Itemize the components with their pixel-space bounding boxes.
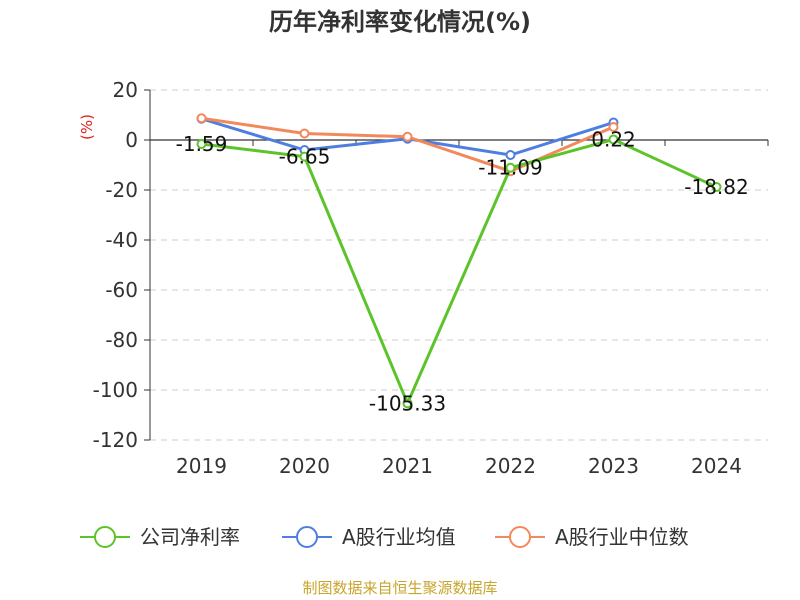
legend-marker xyxy=(296,526,318,548)
data-label: -6.65 xyxy=(279,145,331,169)
data-label: -1.59 xyxy=(176,132,228,156)
x-tick-label: 2023 xyxy=(588,454,639,478)
legend-label: A股行业中位数 xyxy=(555,525,689,549)
data-point xyxy=(711,182,722,193)
series-line xyxy=(201,116,615,173)
data-label: -18.82 xyxy=(684,175,748,199)
legend-label: 公司净利率 xyxy=(140,525,240,549)
x-tick-label: 2021 xyxy=(382,454,433,478)
x-axis-ticks: 2019 2020 2021 2022 2023 2024 xyxy=(176,454,742,478)
y-tick-label: -40 xyxy=(105,228,138,252)
x-tick-label: 2022 xyxy=(485,454,536,478)
y-axis-label: (%) xyxy=(78,114,96,140)
grid-lines xyxy=(150,89,768,441)
axes xyxy=(149,90,769,440)
y-tick-label: -100 xyxy=(93,378,138,402)
data-label: -105.33 xyxy=(369,391,446,415)
data-point xyxy=(299,151,310,162)
legend-marker xyxy=(94,526,116,548)
data-point xyxy=(299,128,310,139)
data-label: 0.22 xyxy=(591,127,636,151)
data-point xyxy=(608,134,619,145)
y-tick-label: -60 xyxy=(105,278,138,302)
data-source-note: 制图数据来自恒生聚源数据库 xyxy=(302,579,498,597)
y-tick-label: -120 xyxy=(93,428,138,452)
legend-marker xyxy=(509,526,531,548)
y-tick-label: 20 xyxy=(113,78,138,102)
data-labels: -1.59 -6.65 -105.33 -11.09 0.22 -18.82 xyxy=(176,127,749,415)
data-label: -11.09 xyxy=(478,156,542,180)
chart-title: 历年净利率变化情况(%) xyxy=(269,8,531,36)
data-point xyxy=(196,113,207,124)
x-tick-label: 2024 xyxy=(691,454,742,478)
legend: 公司净利率 A股行业均值 A股行业中位数 xyxy=(80,525,689,549)
series-lines xyxy=(196,113,722,409)
data-point xyxy=(196,138,207,149)
y-tick-label: 0 xyxy=(125,128,138,152)
data-point xyxy=(402,398,413,409)
data-point xyxy=(505,162,516,173)
x-tick-label: 2020 xyxy=(279,454,330,478)
data-point xyxy=(505,150,516,160)
legend-label: A股行业均值 xyxy=(342,525,456,549)
x-tick-label: 2019 xyxy=(176,454,227,478)
y-tick-label: -20 xyxy=(105,178,138,202)
data-point xyxy=(402,131,413,142)
y-tick-label: -80 xyxy=(105,328,138,352)
series-line xyxy=(201,137,718,405)
y-axis-ticks: 20 0 -20 -40 -60 -80 -100 -120 xyxy=(93,78,150,452)
data-point xyxy=(608,122,619,132)
